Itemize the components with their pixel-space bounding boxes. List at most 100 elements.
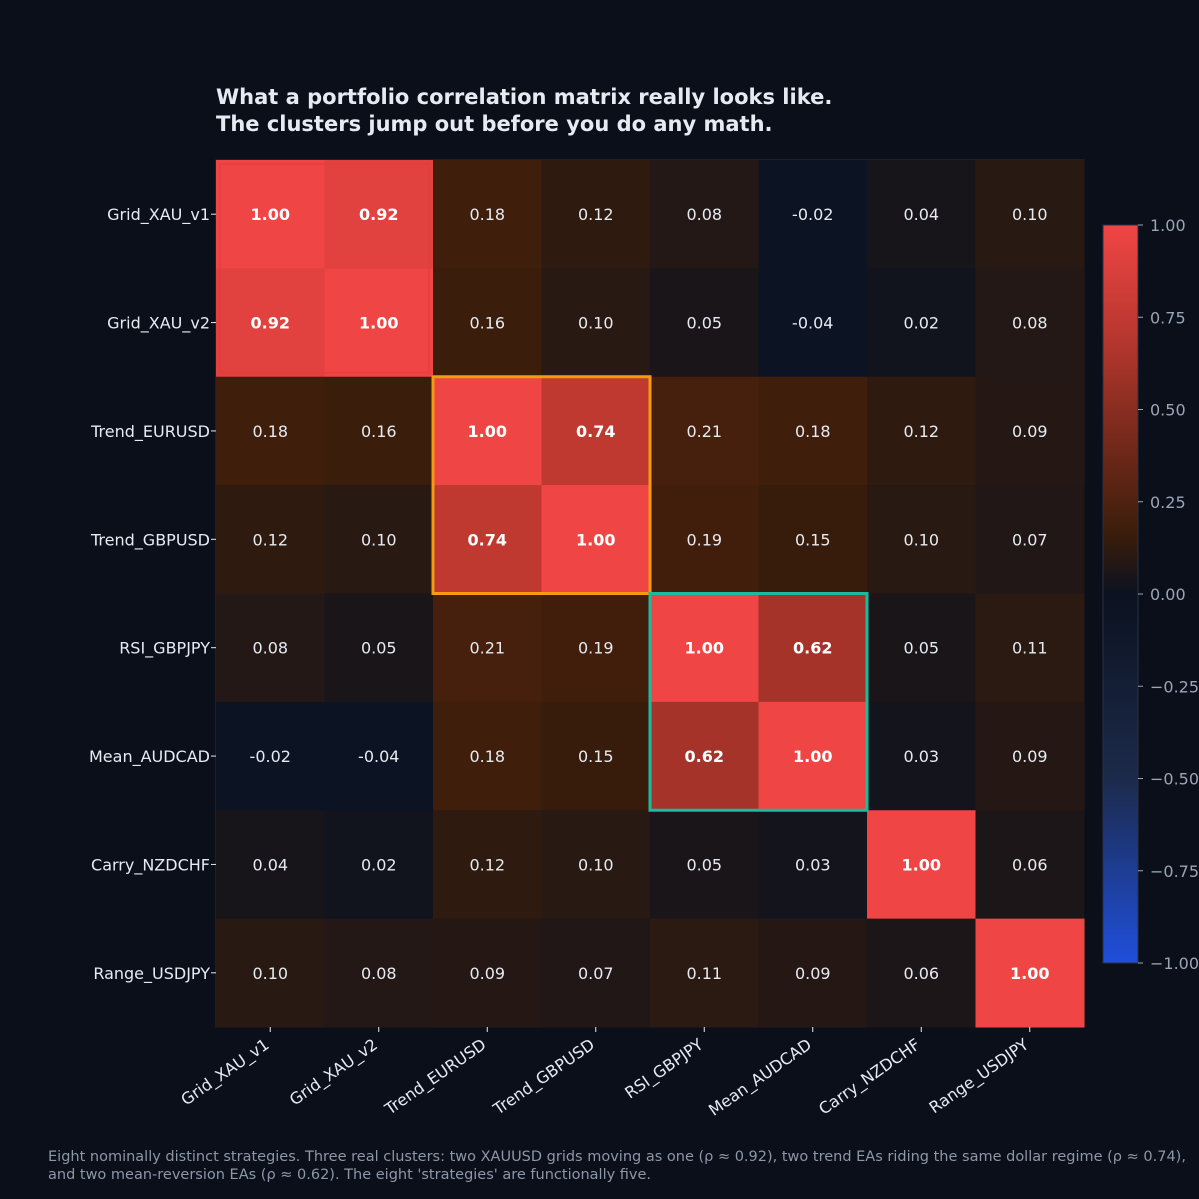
heatmap-cell [975, 810, 1085, 920]
cell-value-label: 0.10 [252, 964, 288, 983]
cell-value-label: 0.62 [685, 747, 724, 766]
heatmap-cell [541, 376, 651, 486]
cell-value-label: 0.11 [1012, 639, 1048, 658]
heatmap-cell [758, 268, 868, 378]
cell-value-label: 0.12 [903, 422, 939, 441]
heatmap-cell [650, 160, 759, 269]
cell-value-label: 0.06 [903, 964, 939, 983]
cell-value-label: 0.12 [578, 205, 614, 224]
heatmap-cell [324, 160, 434, 269]
cell-value-label: 0.16 [361, 422, 397, 441]
y-tick-label: Grid_XAU_v1 [107, 205, 210, 225]
y-tick-label: Trend_GBPUSD [90, 530, 210, 550]
cell-value-label: 0.19 [578, 639, 614, 658]
x-tick-label: Carry_NZDCHF [815, 1035, 924, 1120]
cell-value-label: 0.10 [1012, 205, 1048, 224]
cell-value-label: 0.10 [361, 530, 397, 549]
cell-value-label: 0.12 [252, 530, 288, 549]
heatmap-cell [324, 810, 434, 920]
cell-value-label: 0.08 [1012, 314, 1048, 333]
cell-value-label: 0.92 [251, 314, 290, 333]
cell-value-label: 1.00 [576, 530, 615, 549]
colorbar-tick-label: 0.50 [1150, 401, 1186, 420]
colorbar-tick-label: 0.00 [1150, 585, 1186, 604]
chart-title-line-1: What a portfolio correlation matrix real… [216, 85, 833, 109]
x-tick-label: Mean_AUDCAD [705, 1035, 816, 1121]
heatmap-cell [867, 701, 976, 811]
heatmap-cell [650, 701, 759, 811]
heatmap-cell [867, 376, 976, 486]
cell-value-label: 0.74 [576, 422, 615, 441]
colorbar-tick-label: −1.00 [1150, 954, 1199, 973]
cell-value-label: -0.02 [250, 747, 291, 766]
y-tick-label: Mean_AUDCAD [89, 747, 210, 767]
cell-value-label: 0.18 [469, 205, 505, 224]
heatmap-cell [650, 593, 759, 703]
heatmap-cell [541, 485, 651, 594]
cell-value-label: 0.05 [903, 639, 939, 658]
cell-value-label: 0.07 [1012, 530, 1048, 549]
y-tick-label: Grid_XAU_v2 [107, 314, 210, 334]
cell-value-label: 1.00 [251, 205, 290, 224]
heatmap-cell [433, 593, 542, 703]
colorbar-tick-label: −0.75 [1150, 862, 1199, 881]
cell-value-label: 0.08 [361, 964, 397, 983]
heatmap-cell [975, 918, 1085, 1028]
cell-value-label: -0.04 [358, 747, 399, 766]
heatmap-cell [324, 376, 434, 486]
x-tick-label: Grid_XAU_v2 [286, 1035, 382, 1110]
x-tick-label: Trend_EURUSD [380, 1035, 490, 1120]
cell-value-label: 0.09 [795, 964, 831, 983]
cell-value-label: 1.00 [793, 747, 832, 766]
colorbar-tick-label: −0.50 [1150, 770, 1199, 789]
cell-value-label: 0.11 [686, 964, 722, 983]
heatmap-cell [324, 701, 434, 811]
heatmap-cell [216, 160, 325, 269]
heatmap-cell [975, 376, 1085, 486]
cell-value-label: 1.00 [468, 422, 507, 441]
cell-value-label: 0.09 [469, 964, 505, 983]
heatmap-cell [650, 810, 759, 920]
heatmap-cell [216, 485, 325, 594]
cell-value-label: 0.08 [686, 205, 722, 224]
y-tick-label: Range_USDJPY [93, 964, 210, 984]
heatmap-cell [867, 268, 976, 378]
x-tick-label: RSI_GBPJPY [621, 1035, 707, 1104]
heatmap-cell [975, 485, 1085, 594]
heatmap-cell [541, 268, 651, 378]
cell-value-label: 1.00 [1010, 964, 1049, 983]
cell-value-label: 0.21 [469, 639, 505, 658]
colorbar-tick-label: −0.25 [1150, 677, 1199, 696]
heatmap-cell [650, 376, 759, 486]
cell-value-label: 0.06 [1012, 855, 1048, 874]
heatmap-cell [433, 160, 542, 269]
heatmap-cell [216, 810, 325, 920]
heatmap-cell [433, 485, 542, 594]
heatmap-cell [758, 701, 868, 811]
heatmap-cell [216, 593, 325, 703]
y-tick-label: Carry_NZDCHF [91, 855, 210, 875]
chart-title: What a portfolio correlation matrix real… [216, 84, 832, 138]
heatmap-cell [758, 485, 868, 594]
chart-title-line-2: The clusters jump out before you do any … [216, 112, 773, 136]
y-tick-label: RSI_GBPJPY [119, 639, 210, 659]
cell-value-label: 0.21 [686, 422, 722, 441]
cell-value-label: 0.04 [903, 205, 939, 224]
heatmap-cell [541, 810, 651, 920]
heatmap-cell [867, 918, 976, 1028]
cell-value-label: 0.09 [1012, 747, 1048, 766]
cell-value-label: 0.09 [1012, 422, 1048, 441]
heatmap-cell [867, 593, 976, 703]
cell-value-label: 0.15 [578, 747, 614, 766]
heatmap-cell [650, 268, 759, 378]
heatmap-cell [758, 160, 868, 269]
heatmap-cell [975, 701, 1085, 811]
heatmap-cell [541, 593, 651, 703]
chart-caption: Eight nominally distinct strategies. Thr… [48, 1149, 1186, 1183]
heatmap-cell [758, 918, 868, 1028]
cell-value-label: 0.03 [795, 855, 831, 874]
heatmap-cell [758, 376, 868, 486]
heatmap-cell [541, 160, 651, 269]
cluster-highlight-box [219, 163, 430, 374]
heatmap-cell [867, 160, 976, 269]
